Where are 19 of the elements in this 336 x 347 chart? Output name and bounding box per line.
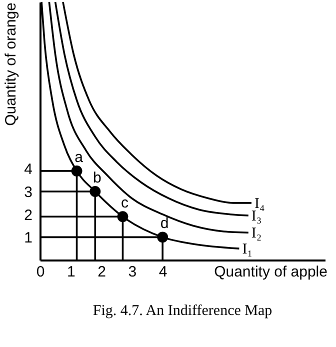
y-tick-label: 4 [24,161,32,178]
y-tick-label: 3 [24,184,32,202]
series-label: I₄ [254,196,265,212]
annotation: b [92,170,102,187]
annotation: c [120,194,129,212]
series-label: I₂ [251,226,262,242]
annotation: a [74,148,84,166]
x-tick-label: 3 [128,264,137,280]
x-tick-label: 0 [36,264,45,280]
annotation: d [160,215,169,232]
y-tick-label: 2 [24,206,32,224]
y-tick-label: 1 [24,230,32,247]
x-tick-label: 1 [66,264,76,280]
x-tick-label: 4 [158,264,168,280]
series-label: I₁ [242,242,252,258]
text: Fig. 4.7. An Indifference Map [92,303,272,319]
x-tick-label: 2 [98,264,106,280]
x-axis-title: Quantity of apple [214,264,328,280]
y-axis-title: Quantity of orange [2,2,20,126]
